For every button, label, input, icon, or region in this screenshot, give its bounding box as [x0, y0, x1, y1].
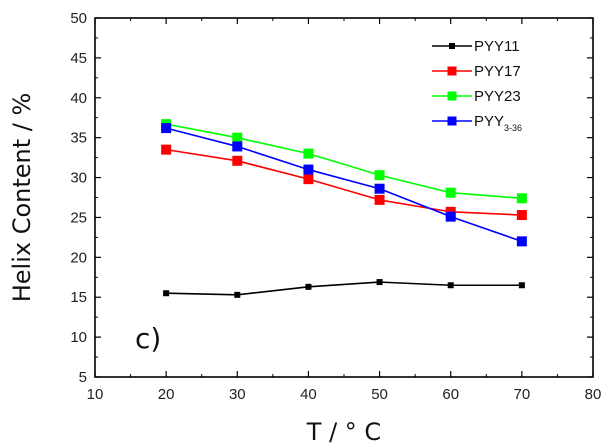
- data-point-pyy17: [374, 194, 385, 205]
- data-point-pyy3-36: [445, 211, 456, 222]
- data-point-pyy23: [232, 132, 243, 143]
- x-tick-label: 80: [585, 386, 602, 403]
- legend: PYY11 PYY17 PYY23 PYY3-36: [432, 38, 522, 133]
- panel-label: c): [135, 322, 161, 355]
- series-line-pyy17: [166, 148, 522, 216]
- legend-label-pyy11: PYY11: [474, 38, 520, 55]
- y-axis-label: Helix Content / %: [8, 93, 36, 303]
- data-point-pyy23: [516, 193, 527, 204]
- markers-layer: [161, 119, 527, 298]
- data-point-pyy17: [232, 155, 243, 166]
- data-point-pyy23: [445, 187, 456, 198]
- series-line-pyy23: [165, 123, 522, 200]
- legend-marker-pyy23: [447, 91, 457, 101]
- data-point-pyy11: [518, 282, 525, 289]
- x-axis-label: T / ° C: [306, 418, 381, 446]
- data-point-pyy3-36: [303, 164, 314, 175]
- data-point-pyy3-36: [374, 183, 385, 194]
- y-tick-label: 10: [70, 329, 87, 346]
- legend-marker-pyy11: [449, 43, 455, 49]
- plot-frame: [94, 17, 594, 378]
- data-point-pyy17: [161, 144, 172, 155]
- data-point-pyy11: [447, 282, 454, 289]
- legend-marker-pyy3-36: [447, 116, 457, 126]
- data-point-pyy17: [303, 174, 314, 185]
- data-point-pyy11: [305, 283, 312, 290]
- data-point-pyy17: [516, 210, 527, 221]
- legend-label-pyy17: PYY17: [474, 63, 521, 80]
- y-tick-label: 35: [70, 130, 87, 147]
- legend-marker-pyy17: [447, 66, 457, 76]
- y-tick-label: 30: [70, 170, 87, 187]
- y-tick-label: 50: [70, 10, 87, 27]
- data-point-pyy11: [376, 279, 383, 286]
- data-point-pyy11: [163, 290, 170, 297]
- y-tick-label: 45: [70, 50, 87, 67]
- data-point-pyy23: [303, 148, 314, 159]
- x-tick-label: 10: [87, 386, 104, 403]
- legend-label-pyy23: PYY23: [474, 88, 521, 105]
- x-tick-label: 40: [300, 386, 317, 403]
- x-tick-label: 70: [514, 386, 531, 403]
- lines-layer: [165, 123, 523, 296]
- data-point-pyy3-36: [516, 236, 527, 247]
- series-line-pyy3-36: [165, 127, 523, 243]
- series-line-pyy11: [166, 281, 522, 296]
- data-point-pyy3-36: [161, 123, 172, 134]
- x-tick-label: 60: [442, 386, 459, 403]
- y-tick-label: 5: [79, 369, 87, 386]
- data-point-pyy3-36: [232, 141, 243, 152]
- x-tick-label: 20: [158, 386, 175, 403]
- data-point-pyy23: [374, 170, 385, 181]
- y-tick-label: 40: [70, 90, 87, 107]
- y-tick-label: 20: [70, 249, 87, 266]
- x-tick-label: 50: [371, 386, 388, 403]
- legend-label-pyy3-36: PYY3-36: [474, 113, 522, 133]
- y-tick-label: 15: [70, 289, 87, 306]
- data-point-pyy11: [234, 291, 241, 298]
- y-tick-label: 25: [70, 209, 87, 226]
- x-tick-label: 30: [229, 386, 246, 403]
